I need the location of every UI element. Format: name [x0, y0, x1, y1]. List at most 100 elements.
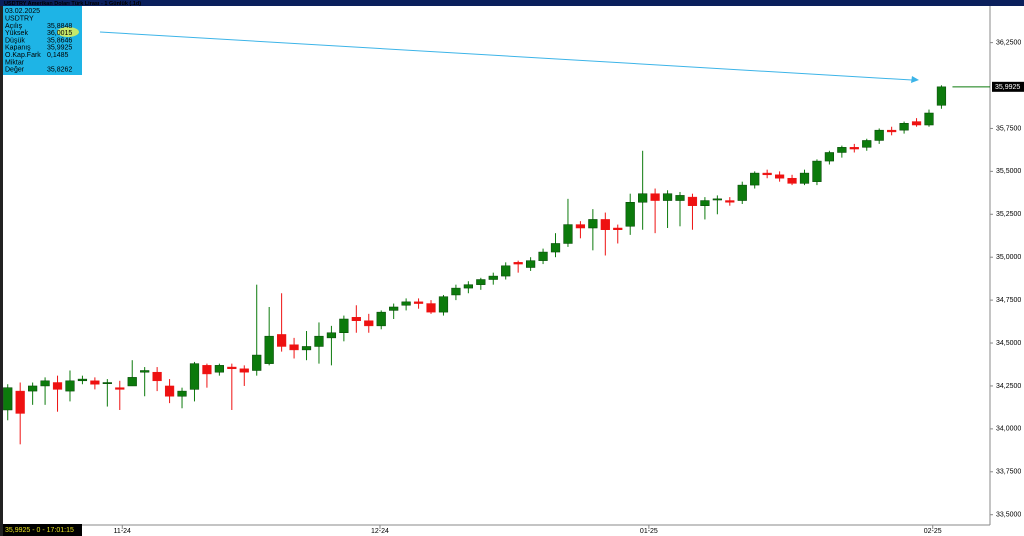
candle-body	[376, 311, 386, 327]
highlight	[57, 27, 79, 37]
side-toolbar	[0, 6, 3, 536]
candle-body	[40, 380, 50, 387]
candle-body	[874, 129, 884, 141]
y-tick-label: 35,2500	[996, 211, 1021, 218]
info-value: 35,8262	[47, 67, 72, 74]
y-tick-label: 33,5000	[996, 512, 1021, 519]
candle-body	[3, 387, 13, 411]
candle-body	[513, 262, 523, 265]
candle-body	[662, 193, 673, 201]
last-price-bg	[992, 81, 1024, 92]
candle-body	[824, 152, 835, 162]
candle-body	[762, 172, 772, 176]
candle-body	[115, 387, 125, 390]
x-tick-label: 12-24	[371, 528, 389, 535]
info-value: 36,0015	[47, 30, 72, 37]
y-tick-label: 33,7500	[996, 469, 1021, 476]
info-symbol: USDTRY	[5, 15, 34, 22]
candle-body	[189, 363, 200, 390]
candle-body	[90, 380, 100, 385]
candle-body	[812, 160, 822, 182]
candle-body	[862, 140, 872, 148]
candle-body	[264, 335, 274, 364]
candle-body	[737, 184, 747, 201]
candle-body	[588, 219, 598, 229]
candle-body	[924, 112, 934, 126]
candle-body	[563, 224, 573, 244]
candle-body	[837, 147, 847, 153]
y-tick-label: 35,5000	[996, 168, 1021, 175]
info-date: 03.02.2025	[5, 8, 40, 15]
candle-body	[936, 86, 947, 106]
candle-body	[314, 335, 324, 347]
candle-body	[252, 354, 262, 371]
candle-body	[725, 200, 735, 203]
info-box-bg	[3, 6, 82, 75]
y-tick-label: 36,2500	[996, 39, 1021, 46]
arrow-head	[911, 76, 919, 83]
candle-body	[202, 365, 212, 375]
candle-body	[750, 172, 760, 186]
candle-body	[675, 195, 685, 201]
candle-body	[613, 227, 623, 230]
candle-body	[52, 382, 63, 390]
candle-body	[277, 334, 287, 347]
candle-body	[600, 219, 610, 230]
candle-body	[28, 385, 38, 392]
candle-body	[911, 121, 922, 126]
candle-body	[227, 366, 237, 370]
title-bar	[0, 0, 1024, 6]
info-label: Miktar	[5, 59, 25, 66]
candle-body	[289, 344, 299, 351]
candle-body	[15, 390, 25, 414]
candle-body	[301, 346, 312, 351]
info-rows: Açılış 35,8848 Yüksek 36,0015 Düşük 35,8646 Ka…	[5, 23, 72, 74]
x-tick-label: 02-25	[924, 528, 942, 535]
info-box: 03.02.2025 USDTRY Açılış 35,8848 Yüksek 36,…	[3, 6, 82, 75]
status-bar-bg	[3, 524, 82, 536]
candle-body	[239, 368, 249, 373]
candle-body	[102, 382, 112, 384]
candle-body	[339, 318, 349, 333]
candle-body	[413, 301, 424, 304]
candle-body	[488, 275, 498, 280]
candle-body	[700, 200, 710, 206]
last-price-label: 35,9925	[995, 84, 1020, 91]
info-value: 0,1485	[47, 52, 69, 59]
candle-body	[438, 296, 449, 313]
info-label: Değer	[5, 67, 25, 74]
x-tick-label: 11-24	[114, 528, 131, 535]
status-bar: 35,9925 - 0 - 17:01:15	[5, 527, 74, 534]
plot: 33,5000 33,7500 34,0000 34,2500 34,5000 34,75…	[3, 39, 1024, 535]
trend-arrow	[99, 31, 913, 81]
candle-body	[501, 265, 511, 277]
candle-body	[526, 260, 536, 268]
candle-body	[164, 385, 175, 397]
y-tick-label: 34,5000	[996, 340, 1021, 347]
candle-body	[887, 129, 897, 133]
candle-body	[650, 193, 660, 201]
info-label: Açılış	[5, 23, 23, 30]
candle-body	[451, 287, 461, 296]
info-value: 35,9925	[47, 45, 72, 52]
candle-body	[140, 370, 150, 373]
chart-title: USDTRY Amerikan Doları Türk Lirası - 1 G…	[4, 1, 141, 7]
candle-body	[463, 284, 473, 289]
candle-body	[575, 224, 586, 229]
candle-body	[127, 377, 137, 387]
candle-body	[538, 251, 548, 261]
y-tick-label: 34,0000	[996, 426, 1021, 433]
info-value: 35,8646	[47, 37, 72, 44]
y-tick-label: 34,7500	[996, 297, 1021, 304]
candle-body	[426, 303, 436, 313]
info-value: 35,8848	[47, 23, 72, 30]
y-tick-label: 34,2500	[996, 383, 1021, 390]
candle-body	[799, 172, 810, 184]
candle-body	[351, 317, 361, 321]
info-label: Yüksek	[5, 30, 28, 37]
candle-body	[214, 365, 224, 373]
candle-body	[326, 332, 337, 339]
candle-body	[152, 371, 162, 382]
